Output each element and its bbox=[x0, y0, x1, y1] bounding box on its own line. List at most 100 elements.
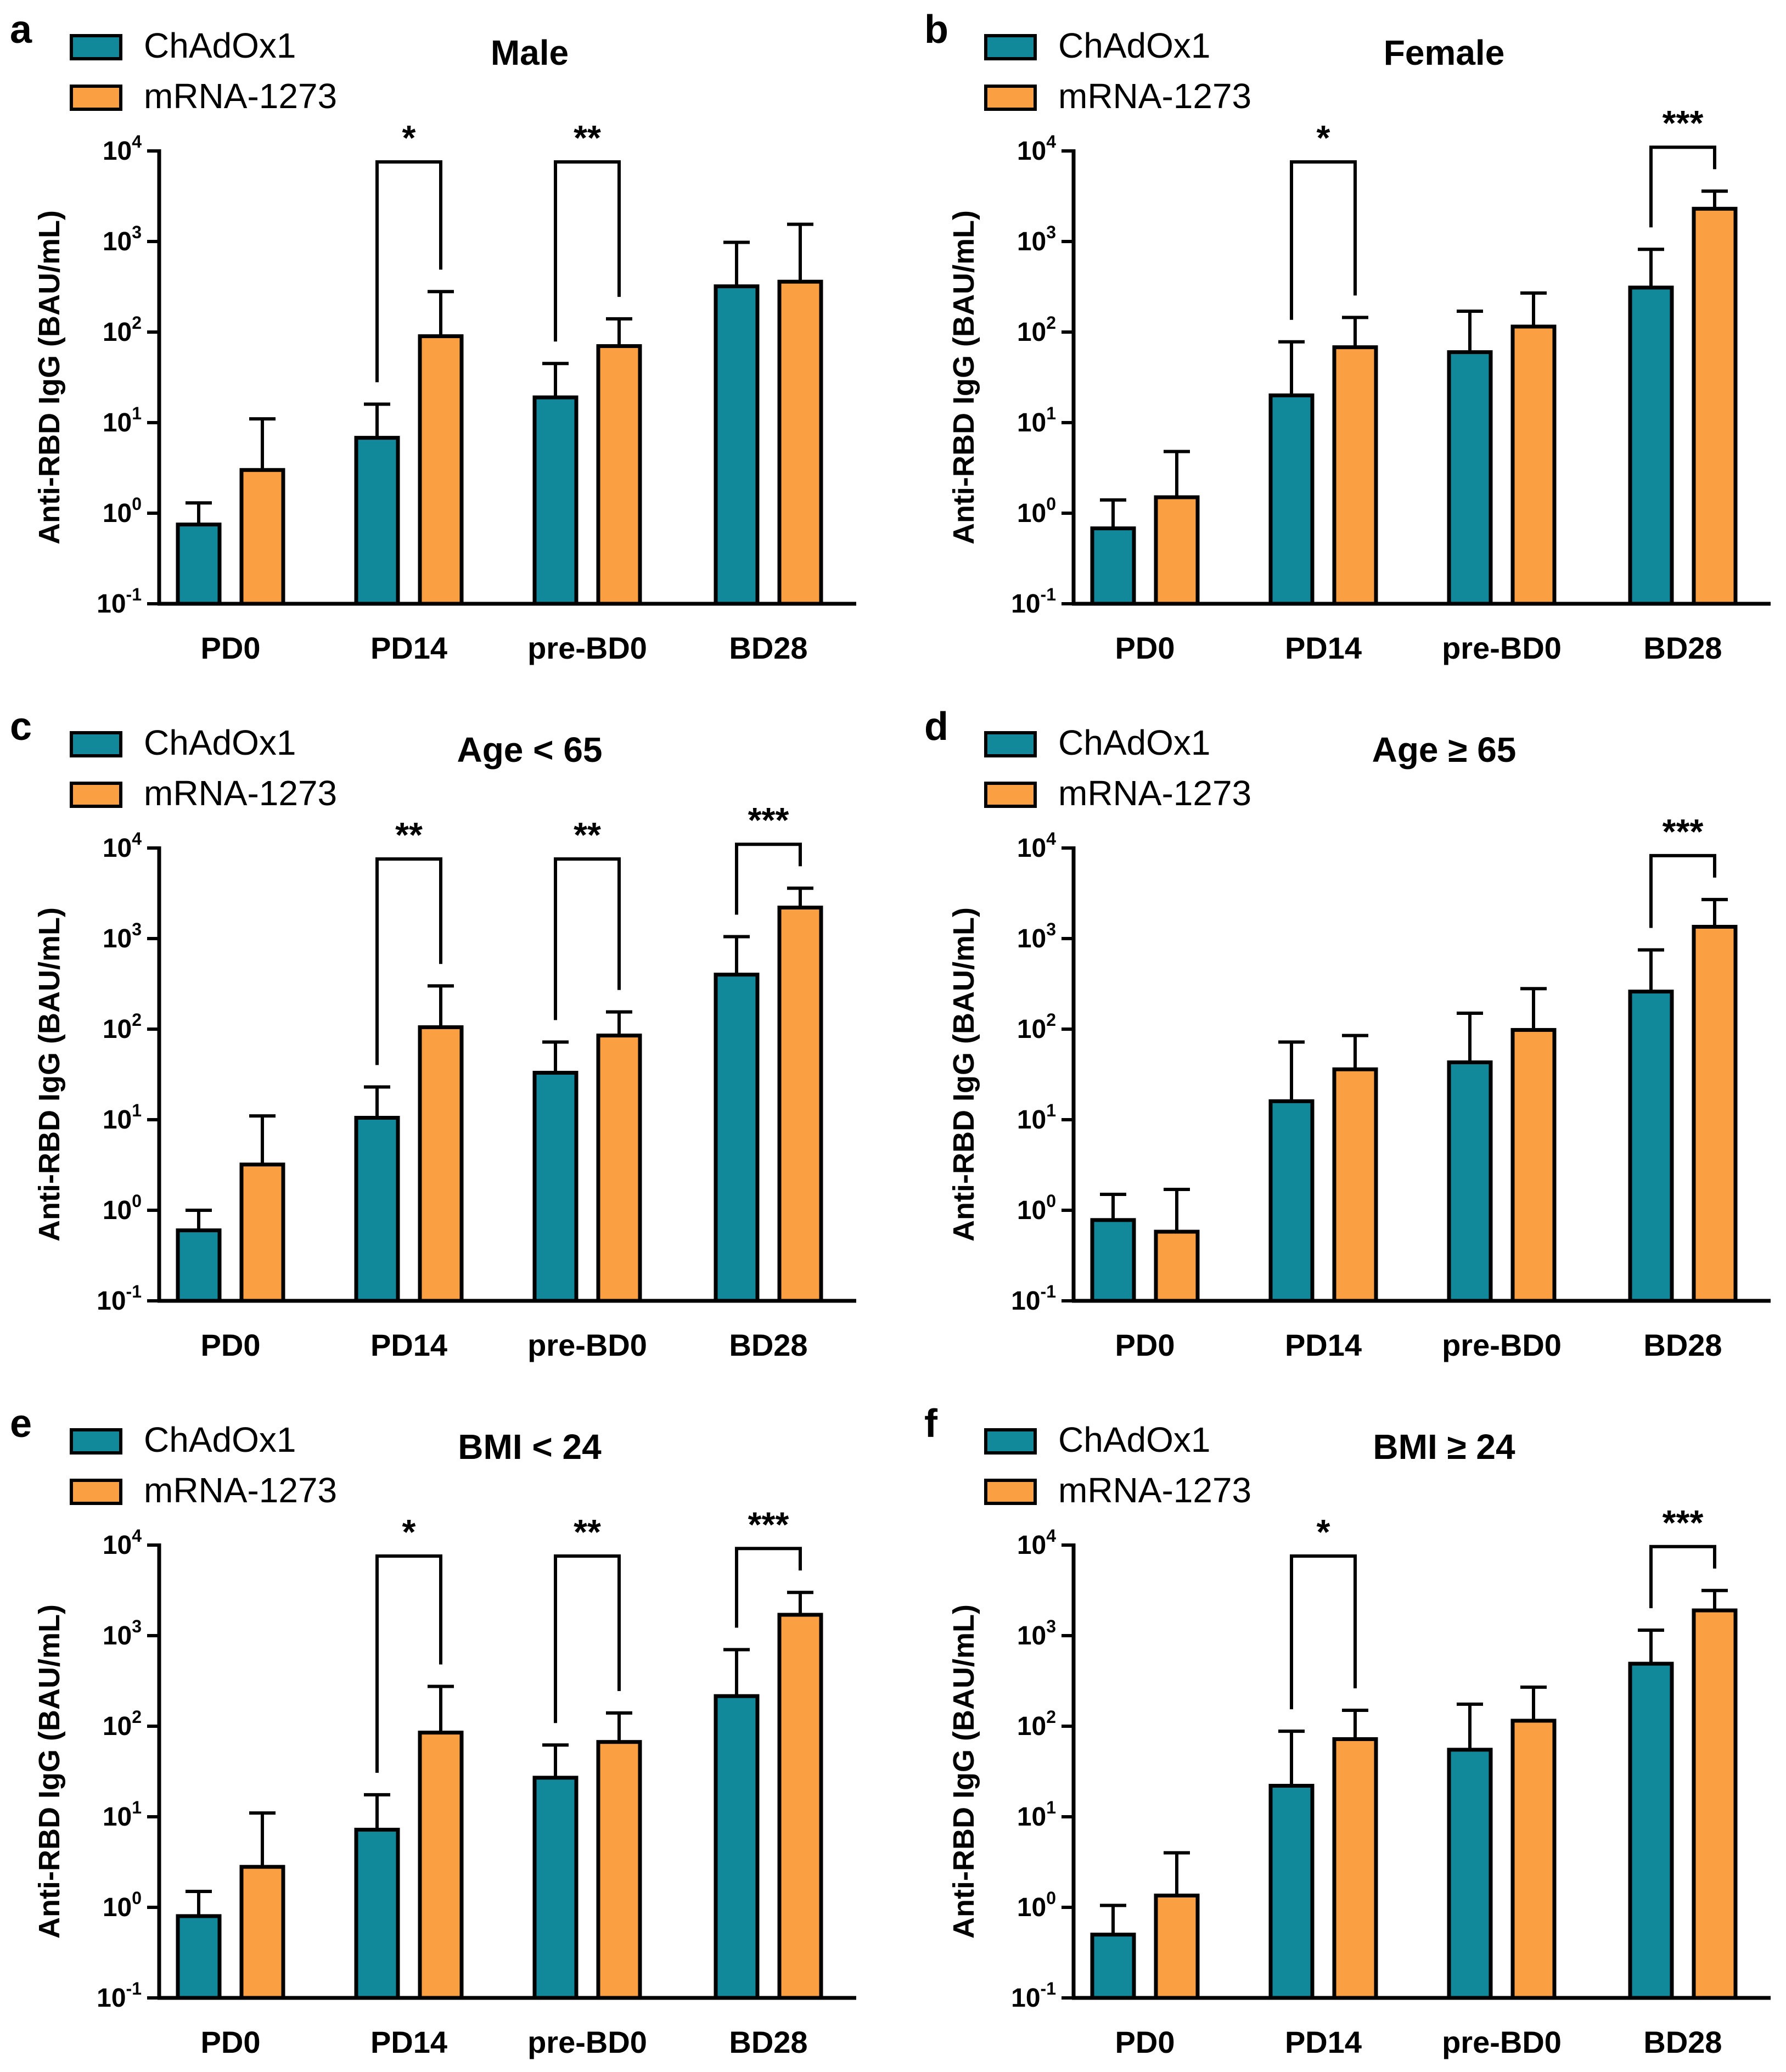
x-tick-label-2: pre-BD0 bbox=[527, 2025, 647, 2059]
x-tick-label-0: PD0 bbox=[201, 631, 261, 665]
y-axis-label: Anti-RBD IgG (BAU/mL) bbox=[33, 210, 66, 544]
significance-bracket bbox=[1290, 160, 1357, 320]
significance-bracket bbox=[1649, 853, 1716, 928]
significance-label: ** bbox=[574, 815, 601, 855]
legend-label-1: mRNA-1273 bbox=[144, 1470, 337, 1510]
y-tick-label: 101 bbox=[103, 1798, 142, 1832]
bar-ChAdOx1-pre-BD0 bbox=[1447, 1748, 1493, 2000]
bar-ChAdOx1-PD14 bbox=[1268, 1099, 1315, 1303]
x-tick-label-1: PD14 bbox=[370, 631, 447, 665]
panel-letter: d bbox=[924, 705, 948, 749]
significance-label: *** bbox=[1663, 1503, 1704, 1542]
bar-mRNA-1273-PD0 bbox=[1154, 1229, 1200, 1303]
bar-mRNA-1273-PD14 bbox=[1332, 1737, 1378, 2000]
y-tick-label: 10-1 bbox=[97, 585, 142, 619]
significance-label: * bbox=[1317, 118, 1330, 158]
panel-c: c ChAdOx1 mRNA-1273 Age < 65 Anti-RBD IgG (B… bbox=[10, 705, 856, 1362]
legend-swatch-0 bbox=[984, 34, 1037, 60]
y-tick-label: 100 bbox=[103, 1888, 142, 1922]
legend-swatch-1 bbox=[70, 782, 122, 808]
significance-label: ** bbox=[574, 1512, 601, 1552]
panel-letter: e bbox=[10, 1402, 32, 1446]
y-tick-label: 100 bbox=[1017, 1191, 1056, 1225]
bar-mRNA-1273-pre-BD0 bbox=[1510, 1027, 1557, 1303]
bar-mRNA-1273-BD28 bbox=[777, 1613, 823, 2000]
chart-title: Age < 65 bbox=[457, 730, 602, 770]
bar-mRNA-1273-PD0 bbox=[239, 1163, 285, 1303]
y-tick-label: 102 bbox=[103, 313, 142, 347]
x-tick-label-2: pre-BD0 bbox=[527, 631, 647, 665]
y-tick-label: 104 bbox=[103, 132, 142, 166]
y-tick-label: 103 bbox=[1017, 919, 1056, 953]
chart-title: Age ≥ 65 bbox=[1372, 730, 1517, 770]
legend-label-1: mRNA-1273 bbox=[144, 76, 337, 116]
legend-label-1: mRNA-1273 bbox=[1058, 773, 1251, 813]
x-tick-label-2: pre-BD0 bbox=[527, 1328, 647, 1362]
y-tick-label: 104 bbox=[1017, 1526, 1056, 1560]
legend-swatch-0 bbox=[70, 731, 122, 757]
panel-d: d ChAdOx1 mRNA-1273 Age ≥ 65 Anti-RBD IgG (B… bbox=[924, 705, 1771, 1362]
bar-ChAdOx1-PD14 bbox=[354, 1828, 400, 2000]
panel-letter: f bbox=[924, 1402, 938, 1446]
significance-label: *** bbox=[1663, 812, 1704, 851]
x-tick-label-2: pre-BD0 bbox=[1442, 1328, 1562, 1362]
significance-label: ** bbox=[574, 118, 601, 158]
legend-label-1: mRNA-1273 bbox=[1058, 76, 1251, 116]
bar-ChAdOx1-BD28 bbox=[1628, 285, 1674, 606]
bar-ChAdOx1-PD0 bbox=[1090, 526, 1136, 606]
y-tick-label: 10-1 bbox=[1011, 1282, 1056, 1316]
y-axis-label: Anti-RBD IgG (BAU/mL) bbox=[947, 1604, 980, 1939]
significance-bracket bbox=[1649, 145, 1716, 228]
bar-ChAdOx1-PD0 bbox=[176, 1228, 222, 1303]
y-axis-label: Anti-RBD IgG (BAU/mL) bbox=[33, 1604, 66, 1939]
bar-mRNA-1273-BD28 bbox=[777, 906, 823, 1303]
y-tick-label: 10-1 bbox=[1011, 585, 1056, 619]
legend-label-1: mRNA-1273 bbox=[144, 773, 337, 813]
bar-mRNA-1273-pre-BD0 bbox=[596, 344, 642, 606]
y-axis-label: Anti-RBD IgG (BAU/mL) bbox=[947, 210, 980, 544]
x-tick-label-1: PD14 bbox=[370, 1328, 447, 1362]
legend-label-0: ChAdOx1 bbox=[144, 723, 296, 762]
significance-label: *** bbox=[748, 1504, 789, 1544]
x-tick-label-1: PD14 bbox=[1285, 1328, 1362, 1362]
legend-swatch-1 bbox=[984, 782, 1037, 808]
x-tick-label-2: pre-BD0 bbox=[1442, 2025, 1562, 2059]
bar-ChAdOx1-BD28 bbox=[1628, 990, 1674, 1303]
legend-label-0: ChAdOx1 bbox=[1058, 26, 1210, 65]
bar-mRNA-1273-pre-BD0 bbox=[596, 1034, 642, 1303]
legend-label-0: ChAdOx1 bbox=[1058, 723, 1210, 762]
chart-title: BMI ≥ 24 bbox=[1373, 1427, 1515, 1467]
panel-e: e ChAdOx1 mRNA-1273 BMI < 24 Anti-RBD IgG (B… bbox=[10, 1402, 856, 2059]
bar-mRNA-1273-PD0 bbox=[1154, 1893, 1200, 2000]
bar-ChAdOx1-pre-BD0 bbox=[532, 1776, 579, 2000]
bar-ChAdOx1-PD14 bbox=[354, 1116, 400, 1303]
y-tick-label: 104 bbox=[103, 1526, 142, 1560]
bar-ChAdOx1-PD0 bbox=[1090, 1933, 1136, 2000]
y-tick-label: 101 bbox=[1017, 1100, 1056, 1135]
y-tick-label: 100 bbox=[1017, 494, 1056, 528]
y-tick-label: 101 bbox=[1017, 403, 1056, 437]
bar-ChAdOx1-PD14 bbox=[1268, 393, 1315, 606]
y-axis-label: Anti-RBD IgG (BAU/mL) bbox=[33, 907, 66, 1242]
bar-ChAdOx1-PD0 bbox=[1090, 1218, 1136, 1303]
bar-ChAdOx1-pre-BD0 bbox=[1447, 1060, 1493, 1303]
x-tick-label-1: PD14 bbox=[1285, 631, 1362, 665]
y-tick-label: 10-1 bbox=[1011, 1979, 1056, 2013]
significance-bracket bbox=[375, 857, 442, 1065]
y-tick-label: 100 bbox=[103, 494, 142, 528]
bar-ChAdOx1-BD28 bbox=[714, 284, 760, 606]
chart-title: Female bbox=[1384, 33, 1505, 72]
legend-label-1: mRNA-1273 bbox=[1058, 1470, 1251, 1510]
y-tick-label: 10-1 bbox=[97, 1979, 142, 2013]
y-tick-label: 102 bbox=[103, 1707, 142, 1741]
significance-bracket bbox=[554, 857, 621, 1020]
bar-mRNA-1273-PD14 bbox=[418, 1731, 464, 2000]
chart-title: BMI < 24 bbox=[458, 1427, 602, 1467]
significance-bracket bbox=[1649, 1545, 1716, 1608]
x-tick-label-3: BD28 bbox=[729, 1328, 807, 1362]
bar-mRNA-1273-PD14 bbox=[418, 334, 464, 606]
legend-swatch-1 bbox=[984, 85, 1037, 111]
bar-ChAdOx1-BD28 bbox=[714, 973, 760, 1303]
x-tick-label-3: BD28 bbox=[1643, 2025, 1722, 2059]
